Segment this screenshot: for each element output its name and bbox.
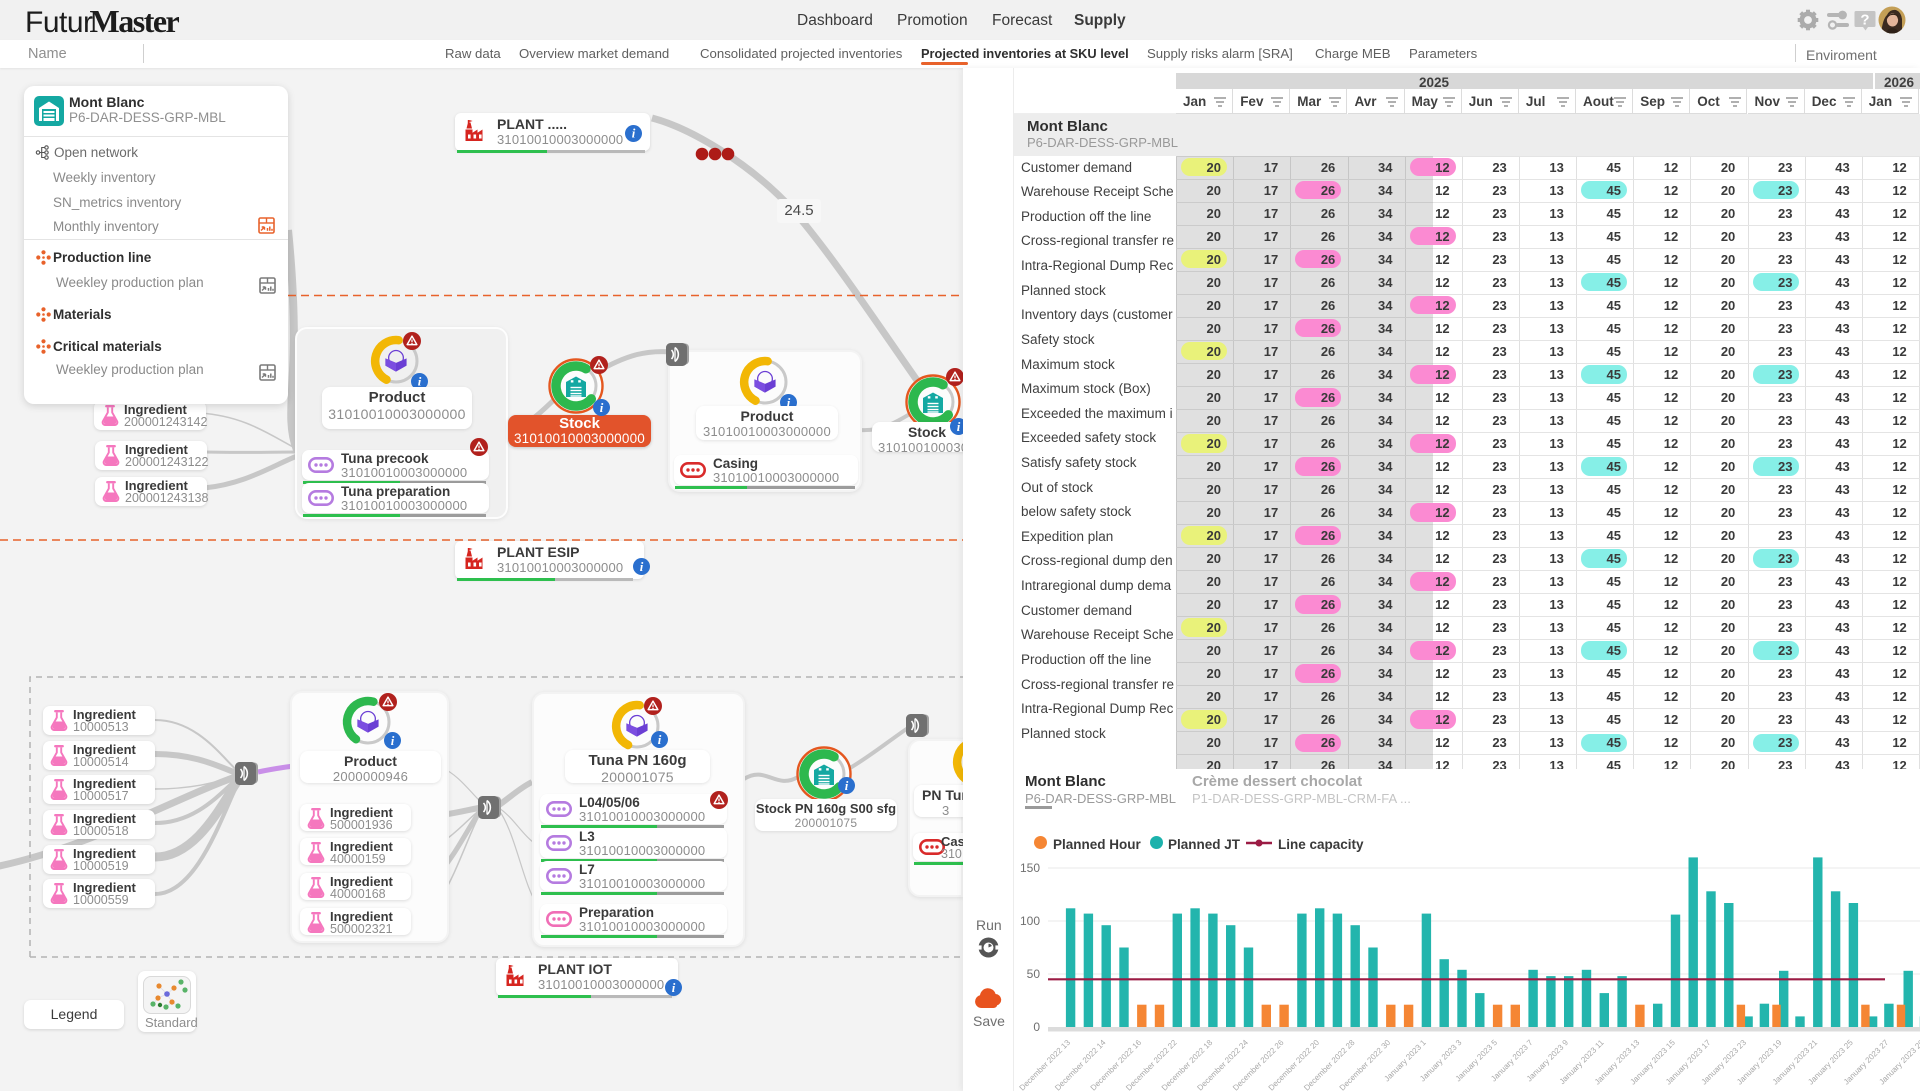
svg-text:i: i <box>844 778 848 792</box>
svg-text:i: i <box>390 733 394 747</box>
svg-text:i: i <box>956 419 960 433</box>
svg-text:50: 50 <box>1027 967 1041 981</box>
svg-text:i: i <box>639 559 643 573</box>
svg-text:i: i <box>417 374 421 388</box>
svg-text:i: i <box>599 400 603 414</box>
svg-text:i: i <box>671 980 675 994</box>
svg-text:0: 0 <box>1033 1020 1040 1034</box>
svg-text:i: i <box>657 732 661 746</box>
svg-text:100: 100 <box>1020 914 1040 928</box>
svg-text:?: ? <box>1860 12 1869 29</box>
svg-text:i: i <box>786 395 790 409</box>
svg-text:i: i <box>631 126 635 140</box>
svg-text:150: 150 <box>1020 861 1040 875</box>
